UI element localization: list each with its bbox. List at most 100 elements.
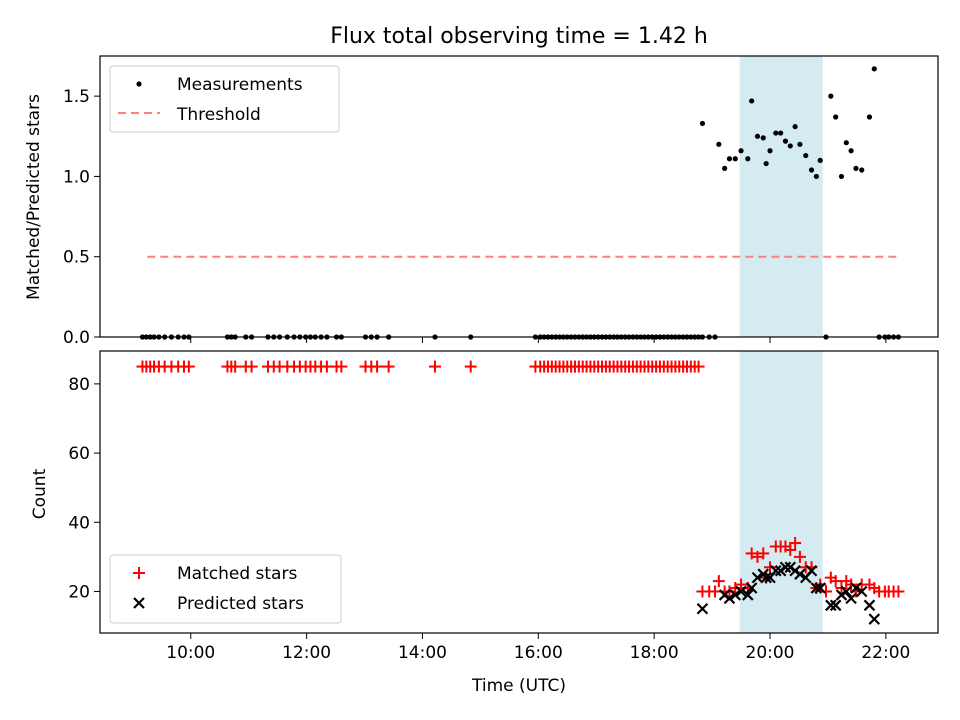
predicted-stars-point [814,582,826,594]
predicted-stars-point-b [810,582,823,594]
bottom-y-tick-label: 20 [68,582,90,602]
chart-title: Flux total observing time = 1.42 h [330,24,708,49]
predicted-stars-point [794,568,806,580]
measurements-point [866,114,873,120]
predicted-stars-point [770,564,782,577]
predicted-stars-point-b [868,613,881,625]
predicted-stars-point-b [760,571,772,584]
measurements-point [767,148,773,154]
matched-stars-point [735,578,748,591]
top-y-tick-label: 1.0 [63,167,90,187]
measurements-point [808,167,815,173]
measurements-point [732,156,738,162]
predicted-stars-point-b [794,568,806,580]
predicted-stars-point [825,599,837,612]
bottom-plot-marks [136,360,905,625]
predicted-stars-point-b [735,585,747,598]
legend-measurements-label: Measurements [177,75,303,95]
measurements-point [726,156,733,162]
predicted-stars-point [805,564,818,577]
bottom-y-tick-label: 80 [68,375,90,395]
measurements-point [803,152,809,159]
x-tick-label: 22:00 [861,643,910,663]
predicted-stars-point-b [840,585,853,598]
predicted-stars-point [696,603,709,615]
bottom-panel: 20 40 60 80 10:00 12:00 14:00 16:00 18:00 20:00 2… [30,350,939,696]
legend-threshold-label: Threshold [176,105,261,125]
predicted-stars-point-b [745,582,758,594]
matched-stars-point [820,585,833,598]
predicted-stars-point [729,589,742,601]
legend-predicted-x-b [133,597,145,609]
measurements-point [787,143,793,149]
x-tick-label: 16:00 [514,643,563,663]
top-y-tick-label: 0.0 [63,328,90,348]
predicted-stars-point-b [825,599,837,612]
matched-stars-point [829,575,842,588]
measurements-point [778,130,784,136]
predicted-stars-point [855,585,868,598]
measurements-point [749,98,755,104]
predicted-stars-point-b [696,603,709,615]
predicted-stars-point [810,582,823,594]
legend-matched-plus [133,567,145,579]
predicted-stars-point-b [723,592,736,605]
predicted-stars-point-b [742,589,754,601]
measurements-point [760,135,766,141]
top-y-tick-label: 0.5 [63,248,90,268]
x-tick-label: 18:00 [630,643,679,663]
predicted-stars-point [829,599,842,612]
measurements-point [782,138,789,144]
measurements-point [745,156,751,162]
matched-stars-point [712,575,725,588]
measurements-point [813,173,819,180]
matched-stars-point [757,547,770,560]
measurements-point [738,148,744,154]
matched-stars-point [789,537,802,550]
measurements-point [853,165,859,171]
top-plot-frame [99,55,939,338]
measurements-point [838,173,845,180]
measurements-point [828,93,834,99]
legend-predicted-marker [133,597,145,609]
top-x-ticks [190,337,887,343]
legend-matched-marker [133,567,145,579]
measurements-point [722,165,728,171]
measurements-point [843,140,849,146]
predicted-stars-point [745,582,758,594]
top-y-axis-label: Matched/Predicted stars [24,94,44,300]
predicted-stars-point-b [779,561,792,574]
predicted-stars-point-b [729,589,742,601]
predicted-stars-point-b [855,585,868,598]
top-plot-marks [139,66,902,340]
predicted-stars-point-b [863,599,876,612]
measurements-point [848,148,854,154]
predicted-stars-point-b [770,564,782,577]
predicted-stars-point [723,592,736,605]
matched-stars-point [182,360,195,373]
predicted-stars-point [868,613,881,625]
measurements-point [699,120,706,127]
predicted-stars-point [845,592,857,605]
x-tick-label: 12:00 [282,643,331,663]
bottom-plot-frame [99,350,939,634]
bottom-y-tick-label: 40 [68,513,90,533]
top-shaded-band [739,55,823,338]
bottom-legend-box [109,554,342,624]
bottom-y-ticks: 20 40 60 80 [68,375,100,602]
matched-stars-point [382,360,395,373]
measurements-point [754,133,761,139]
x-tick-label: 14:00 [398,643,447,663]
predicted-stars-point [735,585,747,598]
matched-stars-point [784,543,797,556]
predicted-stars-point-b [829,599,842,612]
matched-stars-point [892,585,905,598]
top-y-tick-label: 1.5 [63,87,90,107]
predicted-stars-point [742,589,754,601]
predicted-stars-point-b [814,582,826,594]
matched-stars-point [464,360,477,373]
predicted-stars-point [760,571,772,584]
predicted-stars-point-b [845,592,857,605]
x-tick-label: 20:00 [746,643,795,663]
